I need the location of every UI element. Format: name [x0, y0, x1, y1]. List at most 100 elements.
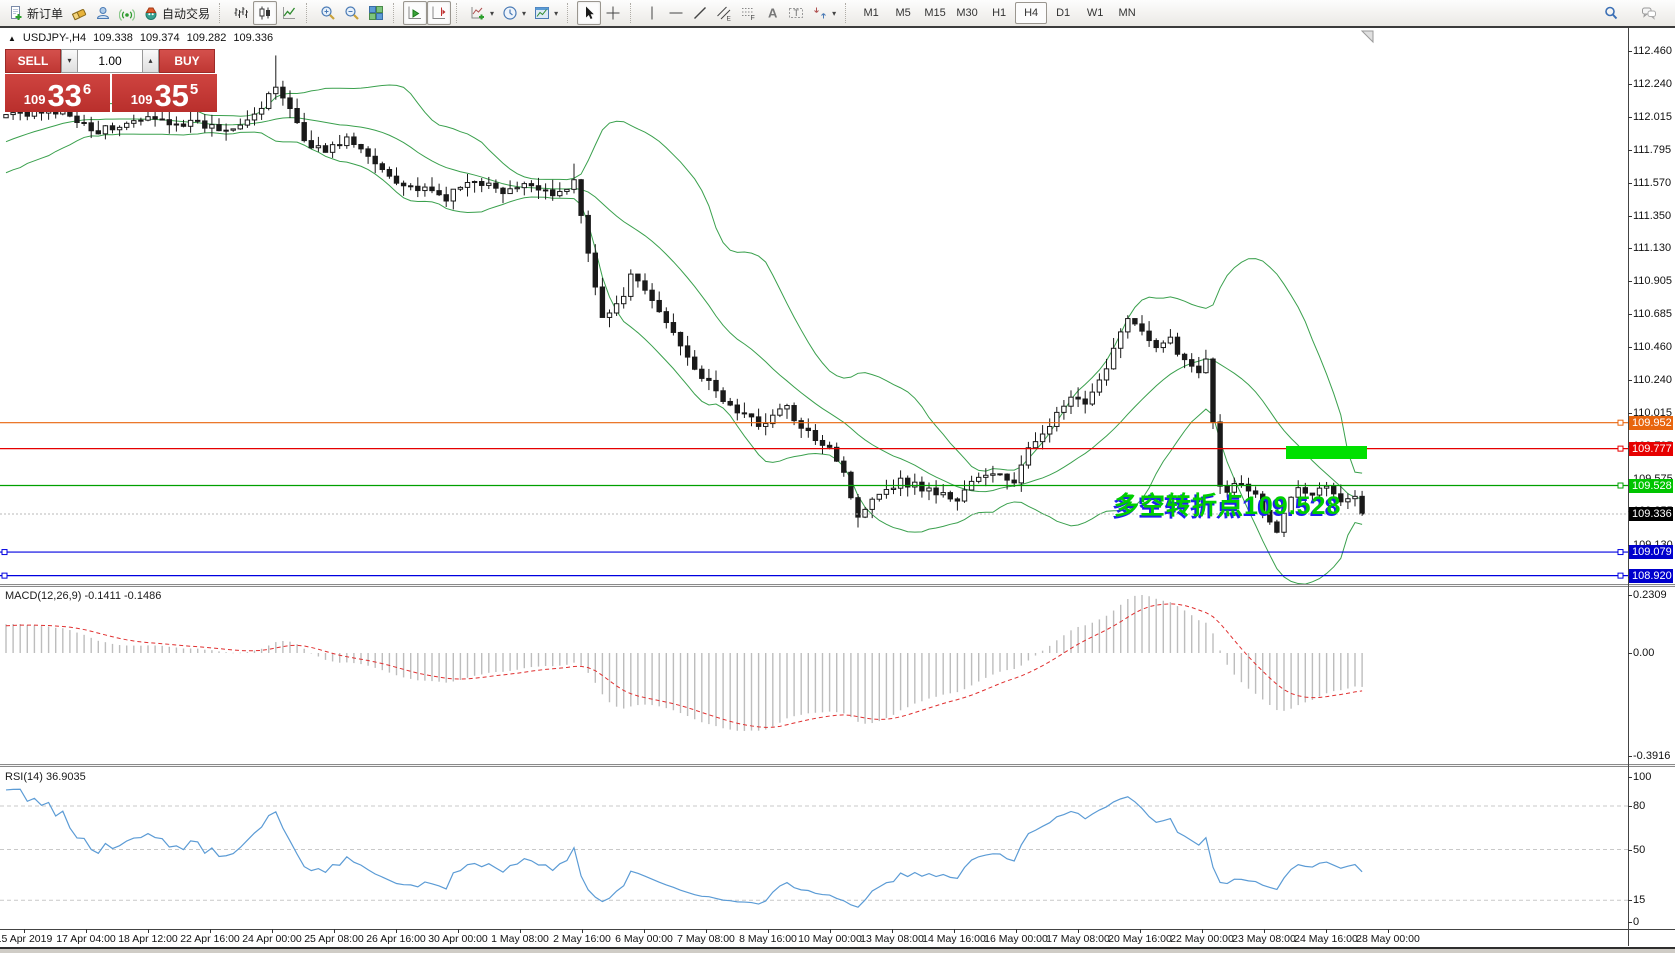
time-tick-mark: [1388, 929, 1389, 933]
line-handle[interactable]: [1617, 445, 1624, 452]
horizontal-line-button[interactable]: [664, 1, 688, 25]
time-tick-mark: [520, 929, 521, 933]
line-chart-button[interactable]: [277, 1, 301, 25]
tile-windows-button[interactable]: [364, 1, 388, 25]
buy-price-display[interactable]: 109 35 5: [112, 74, 217, 112]
time-tick-mark: [148, 929, 149, 933]
price-line-badge: 109.528: [1629, 478, 1673, 493]
autoscroll-icon: [407, 5, 423, 21]
cursor-icon: [581, 5, 597, 21]
sell-price-display[interactable]: 109 33 6: [5, 74, 110, 112]
time-tick-mark: [768, 929, 769, 933]
timeframe-button-m1[interactable]: M1: [863, 7, 879, 19]
vertical-line-button[interactable]: [640, 1, 664, 25]
timeframe-button-m30[interactable]: M30: [956, 7, 978, 19]
line-handle[interactable]: [1, 549, 8, 556]
timeframe-button-w1[interactable]: W1: [1086, 7, 1104, 19]
text-button[interactable]: A: [760, 1, 784, 25]
macd-histogram: [5, 595, 1363, 731]
dropdown-caret-icon[interactable]: ▾: [832, 8, 837, 18]
styler-button[interactable]: [67, 1, 91, 25]
signals-button[interactable]: [115, 1, 139, 25]
svg-text:F: F: [751, 15, 755, 21]
price-axis-border: [1628, 28, 1629, 946]
price-tick-label: 110.460: [1633, 341, 1672, 354]
fibonacci-retracement-button[interactable]: F: [736, 1, 760, 25]
indicators-button[interactable]: ▾: [466, 1, 498, 25]
dropdown-caret-icon[interactable]: ▾: [490, 8, 495, 18]
buy-button[interactable]: BUY: [159, 49, 215, 73]
current-price-badge: 109.336: [1629, 506, 1673, 521]
candlestick-chart-button[interactable]: [253, 1, 278, 25]
macd-axis-label: 0.00: [1633, 647, 1655, 659]
symbol-name: USDJPY-,H4: [22, 32, 87, 44]
sell-price-main: 33: [47, 78, 82, 113]
equidistant-channel-button[interactable]: E: [712, 1, 736, 25]
timeframe-button-h4[interactable]: H4: [1015, 2, 1048, 24]
profile-button[interactable]: [91, 1, 115, 25]
buy-price-main: 35: [154, 78, 189, 113]
zoom-in-button[interactable]: [316, 1, 340, 25]
rsi-panel[interactable]: [0, 767, 1628, 929]
line-handle[interactable]: [1617, 419, 1624, 426]
lot-increase-button[interactable]: ▴: [142, 49, 159, 73]
timeframe-button-m5[interactable]: M5: [895, 7, 911, 19]
new-order-button[interactable]: 新订单: [4, 1, 67, 25]
auto-trading-button[interactable]: 自动交易: [139, 1, 214, 25]
timeframe-button-h1[interactable]: H1: [992, 7, 1007, 19]
rsi-tick-mark: [1628, 849, 1632, 851]
panel-divider[interactable]: [0, 764, 1675, 767]
rsi-tick-mark: [1628, 922, 1632, 923]
price-tick-label: 111.350: [1633, 209, 1672, 222]
dropdown-caret-icon[interactable]: ▾: [554, 8, 559, 18]
line-handle[interactable]: [1617, 572, 1624, 579]
periods-button[interactable]: ▾: [498, 1, 530, 25]
sell-button[interactable]: SELL: [5, 49, 61, 73]
ohlc-close: 109.336: [233, 32, 274, 44]
time-axis-label: 8 May 16:00: [739, 933, 797, 945]
lot-size-input[interactable]: [78, 49, 142, 73]
price-line-badge: 109.079: [1629, 545, 1673, 560]
window-bottom-edge: [0, 947, 1675, 949]
price-tick-mark: [1628, 347, 1632, 349]
collapse-arrow-icon[interactable]: ▲: [8, 33, 16, 43]
vline-icon: [644, 5, 660, 21]
chart-candle-icon: [257, 5, 273, 21]
chart-annotation-text[interactable]: 多空转折点109.528: [1114, 492, 1342, 520]
rsi-axis-label: 15: [1633, 894, 1646, 907]
lot-decrease-button[interactable]: ▾: [61, 49, 78, 73]
community-chat-button[interactable]: [1637, 1, 1661, 25]
toolbar-separator: [845, 3, 851, 23]
templates-button[interactable]: ▾: [530, 1, 562, 25]
zoom-in-icon: [320, 5, 336, 21]
crosshair-button[interactable]: [601, 1, 625, 25]
time-tick-mark: [1202, 929, 1203, 933]
timeframe-button-mn[interactable]: MN: [1118, 7, 1136, 19]
panel-divider[interactable]: [0, 584, 1675, 587]
rsi-tick-mark: [1628, 900, 1632, 902]
time-axis-label: 22 May 00:00: [1170, 933, 1234, 945]
price-tick-mark: [1628, 215, 1632, 217]
auto-scroll-button[interactable]: [403, 1, 428, 25]
time-tick-mark: [954, 929, 955, 933]
chart-shift-button[interactable]: [427, 1, 452, 25]
search-button[interactable]: [1599, 1, 1623, 25]
line-handle[interactable]: [1617, 482, 1624, 489]
macd-panel[interactable]: [0, 587, 1628, 764]
scroll-end-marker-icon[interactable]: [1360, 30, 1374, 44]
dropdown-caret-icon[interactable]: ▾: [522, 8, 527, 18]
highlight-rectangle[interactable]: [1286, 446, 1367, 459]
arrows-button[interactable]: ▾: [808, 1, 840, 25]
trendline-button[interactable]: [688, 1, 712, 25]
zoom-out-button[interactable]: [340, 1, 364, 25]
line-handle[interactable]: [1, 572, 8, 579]
line-handle[interactable]: [1617, 549, 1624, 556]
candlestick-chart[interactable]: [0, 28, 1628, 584]
robot-icon: [143, 5, 159, 21]
bar-chart-button[interactable]: [229, 1, 253, 25]
text-label-button[interactable]: T: [784, 1, 808, 25]
rsi-label: RSI(14) 36.9035: [5, 771, 86, 783]
cursor-button[interactable]: [577, 1, 602, 25]
timeframe-button-d1[interactable]: D1: [1056, 7, 1071, 19]
timeframe-button-m15[interactable]: M15: [924, 7, 946, 19]
